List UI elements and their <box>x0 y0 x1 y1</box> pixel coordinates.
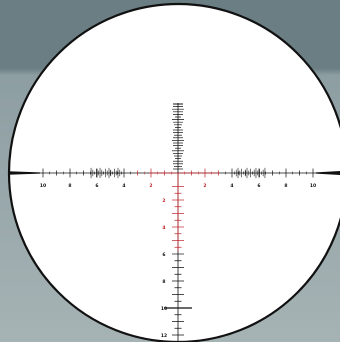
vertical-tick-label: 6 <box>162 252 165 258</box>
vertical-tick-label: 8 <box>162 279 165 285</box>
horizontal-tick-label-left: 4 <box>122 183 125 189</box>
vertical-tick-label: 2 <box>162 198 165 204</box>
vertical-tick-label: 12 <box>161 333 167 339</box>
horizontal-tick-label-left: 8 <box>68 183 71 189</box>
vertical-tick-label: 4 <box>162 225 165 231</box>
horizontal-tick-label-right: 8 <box>284 183 287 189</box>
horizontal-tick-label-right: 10 <box>310 183 316 189</box>
horizontal-tick-label-right: 4 <box>230 183 233 189</box>
horizontal-tick-label-right: 6 <box>257 183 260 189</box>
vertical-tick-label: 10 <box>161 306 167 312</box>
horizontal-tick-label-right: 2 <box>203 183 206 189</box>
horizontal-tick-label-left: 10 <box>40 183 46 189</box>
horizontal-tick-label-left: 6 <box>95 183 98 189</box>
scope-ring <box>7 2 340 342</box>
right-thick-post <box>316 171 340 175</box>
horizontal-tick-label-left: 2 <box>149 183 152 189</box>
